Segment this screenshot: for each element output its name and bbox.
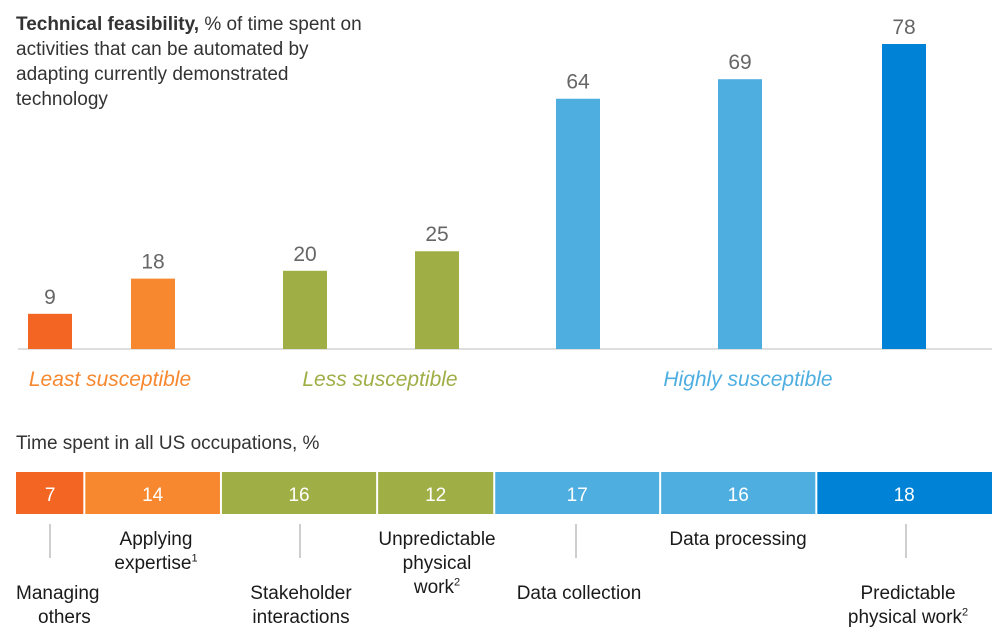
bar-2 [131,278,175,349]
group-label-3: Highly susceptible [663,368,832,391]
segment-7 [816,472,992,514]
bar-value-label-5: 64 [566,71,590,94]
segment-3 [220,472,378,514]
bar-value-label-3: 20 [293,243,316,266]
chart-title: Technical feasibility, % of time spent o… [16,12,376,112]
label-managing-line2: others [38,607,91,628]
label-stakeholder-line1: Stakeholder [250,583,352,604]
footnote-2: 2 [454,576,461,589]
bar-value-label-1: 9 [44,286,56,309]
group-label-2: Less susceptible [302,368,457,391]
segment-value-5: 17 [567,485,588,506]
bar-5 [556,98,600,349]
label-applying-line2: expertise [114,553,192,574]
label-predictable-physical-work: Predictable physical work2 [828,582,988,630]
bar-4 [415,251,459,349]
bar-6 [718,79,762,349]
segment-value-3: 16 [288,485,309,506]
group-label-1: Least susceptible [29,368,191,391]
bar-value-label-4: 25 [425,223,448,246]
segment-value-2: 14 [142,485,164,506]
label-stakeholder-interactions: Stakeholder interactions [236,582,366,630]
label-data-processing: Data processing [638,528,838,552]
label-managing-line1: Managing [16,583,100,604]
label-data-collection: Data collection [494,582,664,606]
bar-3 [283,270,327,349]
label-applying-line1: Applying [119,529,193,550]
segment-1 [16,472,85,514]
bar-value-label-2: 18 [141,251,164,274]
label-applying-expertise: Applying expertise1 [96,528,216,576]
segment-value-7: 18 [894,485,915,506]
label-stakeholder-line2: interactions [252,607,350,628]
label-managing-others: Managing others [16,582,126,630]
stacked-chart-title: Time spent in all US occupations, % [16,433,320,454]
label-data-processing-text: Data processing [669,529,807,550]
segment-4 [377,472,495,514]
footnote-2b: 2 [961,606,969,619]
segment-2 [84,472,221,514]
segment-5 [494,472,661,514]
chart-title-rest: % of time spent on activities that can b… [16,14,362,110]
bar-value-label-6: 69 [728,51,751,74]
footnote-1: 1 [191,552,198,565]
segment-6 [660,472,817,514]
segment-value-6: 16 [728,485,749,506]
bar-value-label-7: 78 [892,16,915,39]
bar-7 [882,44,926,349]
label-predictable-line1: Predictable [860,583,956,604]
segment-value-1: 7 [45,485,56,506]
label-predictable-line2: physical work [847,607,962,628]
bar-1 [28,313,72,349]
label-unpredictable-line1: Unpredictable [378,529,496,550]
segment-value-4: 12 [425,485,446,506]
chart-title-bold: Technical feasibility, [16,14,200,35]
label-unpredictable-line3: work [413,577,454,598]
label-unpredictable-physical-work: Unpredictable physical work2 [362,528,512,600]
label-unpredictable-line2: physical [402,553,472,574]
label-data-collection-text: Data collection [516,583,642,604]
